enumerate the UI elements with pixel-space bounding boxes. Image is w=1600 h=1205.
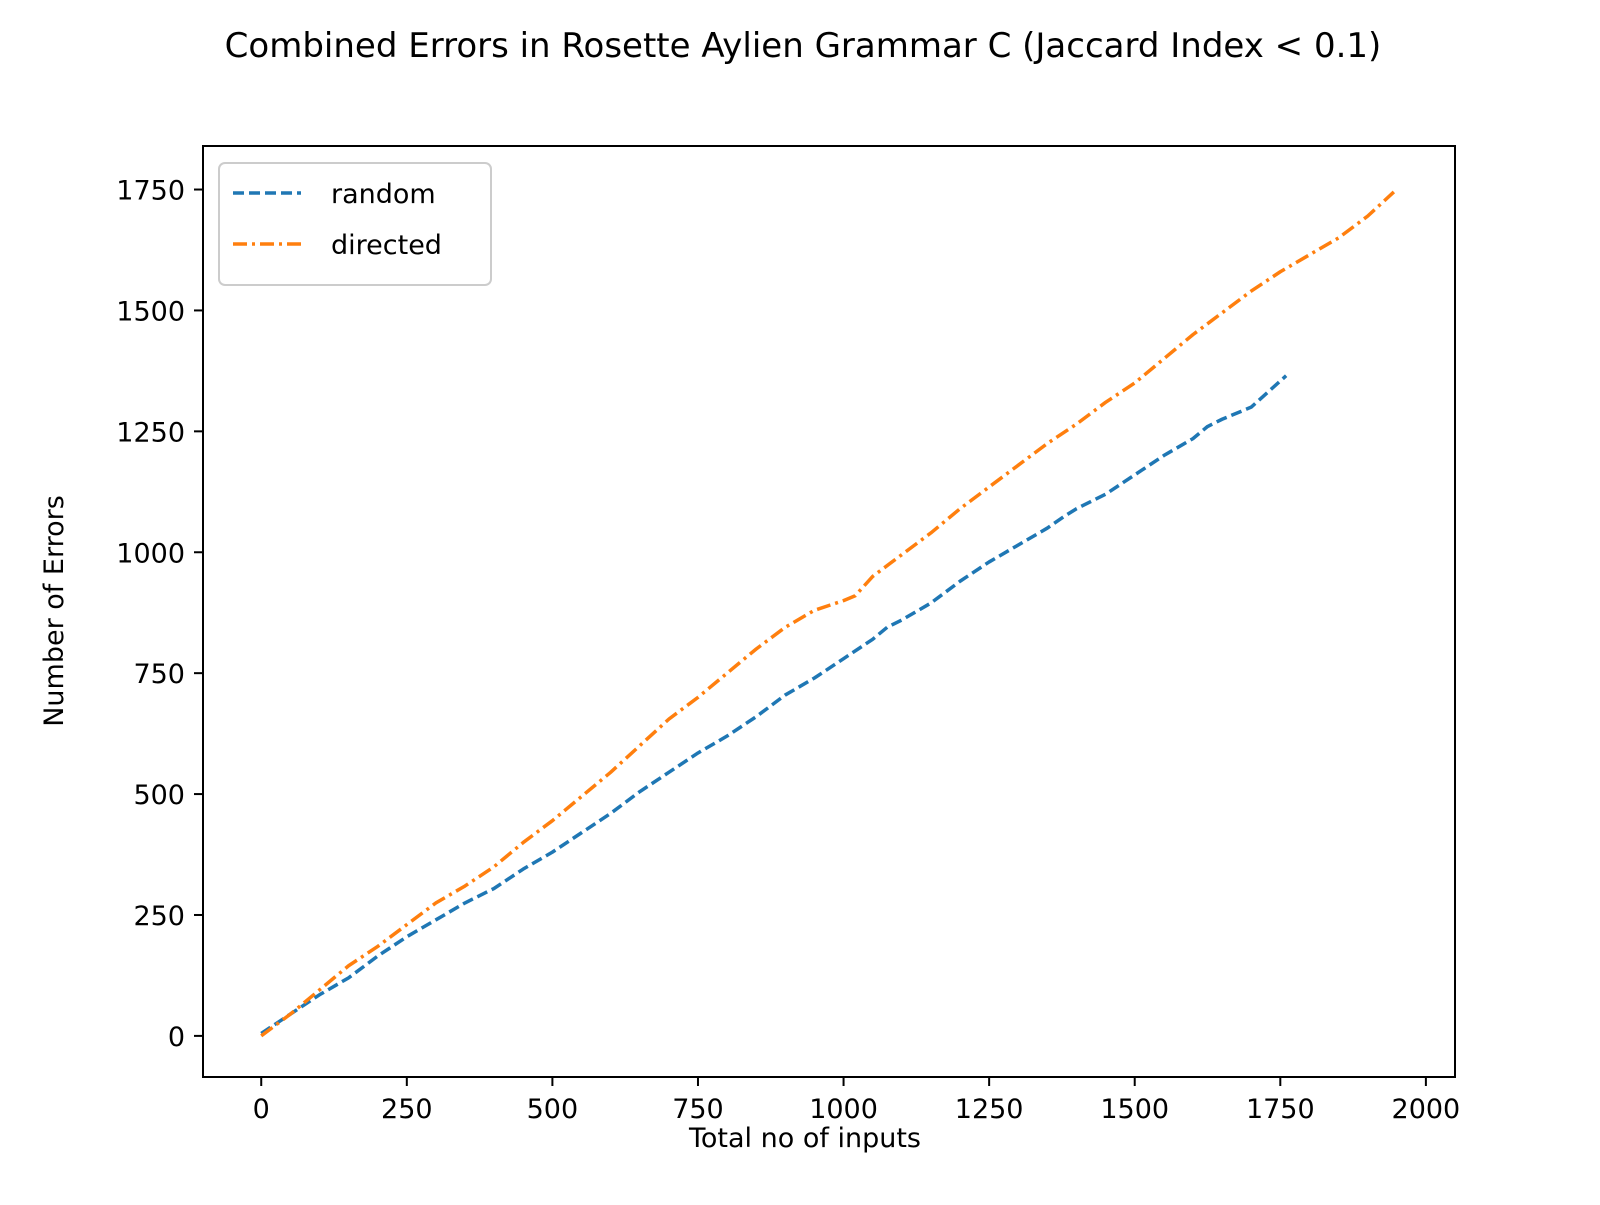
x-tick-label: 1250 <box>955 1094 1024 1125</box>
x-axis-title: Total no of inputs <box>688 1123 921 1154</box>
series-line-random <box>260 374 1288 1035</box>
x-tick-label: 250 <box>381 1094 433 1125</box>
y-tick-label: 500 <box>133 780 185 811</box>
x-tick-label: 1000 <box>809 1094 878 1125</box>
y-tick-label: 0 <box>168 1022 185 1053</box>
x-tick-label: 750 <box>672 1094 724 1125</box>
y-tick-label: 1000 <box>116 538 185 569</box>
y-tick-label: 1750 <box>116 176 185 207</box>
legend: random directed <box>218 162 492 286</box>
y-tick-label: 250 <box>133 901 185 932</box>
chart-title: Combined Errors in Rosette Aylien Gramma… <box>225 26 1382 66</box>
series-line-directed <box>260 190 1396 1038</box>
y-tick-label: 750 <box>133 659 185 690</box>
legend-label-directed: directed <box>331 230 442 261</box>
x-tick-label: 0 <box>253 1094 270 1125</box>
x-tick-label: 1750 <box>1246 1094 1315 1125</box>
y-axis-title: Number of Errors <box>39 495 70 727</box>
legend-label-random: random <box>331 179 436 210</box>
plot-frame <box>202 145 1456 1078</box>
y-tick-label: 1500 <box>116 296 185 327</box>
x-tick-label: 500 <box>527 1094 579 1125</box>
x-tick-label: 2000 <box>1392 1094 1461 1125</box>
x-tick-label: 1500 <box>1100 1094 1169 1125</box>
y-tick-label: 1250 <box>116 417 185 448</box>
